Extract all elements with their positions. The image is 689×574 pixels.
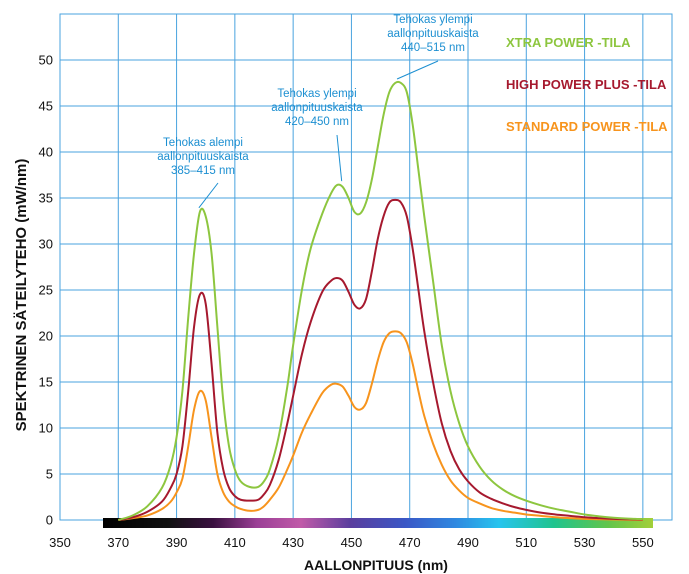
- x-tick-label: 510: [515, 535, 537, 550]
- y-tick-label: 15: [39, 375, 53, 390]
- series-line-high: [118, 198, 643, 521]
- legend: XTRA POWER -TILA HIGH POWER PLUS -TILA STA…: [506, 35, 668, 134]
- series-lines: [117, 80, 643, 521]
- legend-entry-standard: STANDARD POWER -TILA: [506, 119, 668, 134]
- x-tick-label: 430: [282, 535, 304, 550]
- x-axis-title: AALLONPITUUS (nm): [304, 557, 448, 573]
- annotation-leader: [396, 60, 439, 80]
- annotation-leader: [198, 182, 219, 209]
- annotation-text: Tehokas ylempi: [277, 88, 356, 100]
- x-tick-label: 490: [457, 535, 479, 550]
- annotation-text: Tehokas ylempi: [393, 14, 472, 26]
- y-tick-label: 25: [39, 283, 53, 298]
- x-tick-label: 450: [341, 535, 363, 550]
- tick-labels: 350 370 390 410 430 450 470 490 510 530 5500510152…: [39, 53, 654, 551]
- y-tick-label: 50: [39, 53, 53, 68]
- annotation-text: aallonpituuskaista: [271, 102, 363, 114]
- series-line-standard: [118, 330, 643, 521]
- x-tick-label: 470: [399, 535, 421, 550]
- y-tick-label: 10: [39, 421, 53, 436]
- x-tick-label: 530: [574, 535, 596, 550]
- y-tick-label: 45: [39, 99, 53, 114]
- y-tick-label: 30: [39, 237, 53, 252]
- spectrum-bar: [103, 518, 653, 528]
- y-tick-label: 0: [46, 513, 53, 528]
- y-tick-label: 35: [39, 191, 53, 206]
- annotation-text: Tehokas alempi: [163, 137, 243, 149]
- annotation-leader: [336, 134, 343, 182]
- series-line-xtra: [117, 80, 643, 521]
- legend-entry-xtra: XTRA POWER -TILA: [506, 35, 631, 50]
- y-tick-label: 20: [39, 329, 53, 344]
- x-tick-label: 550: [632, 535, 654, 550]
- x-tick-label: 390: [166, 535, 188, 550]
- x-tick-label: 350: [49, 535, 71, 550]
- y-tick-label: 40: [39, 145, 53, 160]
- y-tick-label: 5: [46, 467, 53, 482]
- annotation-text: aallonpituuskaista: [387, 28, 479, 40]
- annotation-text: 420–450 nm: [285, 116, 349, 128]
- annotation-text: 440–515 nm: [401, 42, 465, 54]
- annotations: Tehokas alempi aallonpituuskaista 385–415 …: [157, 14, 479, 209]
- x-tick-label: 410: [224, 535, 246, 550]
- x-tick-label: 370: [107, 535, 129, 550]
- y-axis-title: SPEKTRINEN SÄTEILYTEHO (mW/nm): [13, 159, 30, 432]
- legend-entry-high: HIGH POWER PLUS -TILA: [506, 77, 667, 92]
- annotation-text: aallonpituuskaista: [157, 151, 249, 163]
- annotation-text: 385–415 nm: [171, 165, 235, 177]
